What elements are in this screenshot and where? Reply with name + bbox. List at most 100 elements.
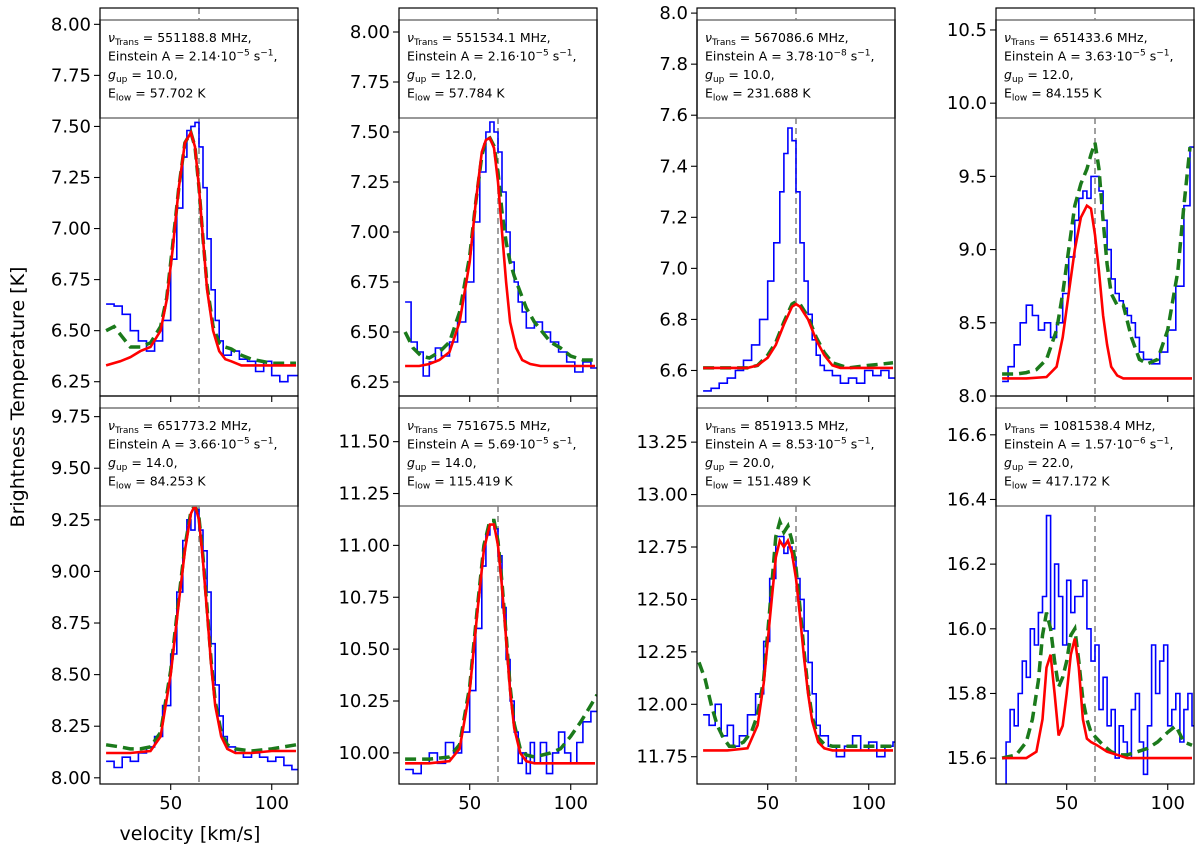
info-line-3-part: = 14.0, xyxy=(426,455,476,470)
y-tick-label: 12.75 xyxy=(636,537,688,558)
info-line-4-part: E xyxy=(108,86,116,101)
info-line-1: νTrans = 551188.8 MHz, xyxy=(108,30,252,48)
y-tick-label: 12.50 xyxy=(636,589,688,610)
y-axis-title: Brightness Temperature [K] xyxy=(7,267,29,528)
info-line-2-part: , xyxy=(274,437,278,452)
y-tick-label: 13.25 xyxy=(636,432,688,453)
y-tick-label: 8.5 xyxy=(958,313,987,334)
info-line-4: Elow = 84.155 K xyxy=(1004,86,1102,104)
y-tick-label: 16.2 xyxy=(947,554,987,575)
y-tick-label: 7.00 xyxy=(51,219,91,240)
info-line-2-part: Einstein A = 2.16·10 xyxy=(407,49,535,64)
info-line-1-part: = 567086.6 MHz, xyxy=(736,30,849,45)
info-line-3-part: g xyxy=(108,455,116,470)
info-line-2-part: Einstein A = 3.63·10 xyxy=(1004,49,1132,64)
info-line-4-part: low xyxy=(415,94,430,104)
info-line-4-part: low xyxy=(713,94,728,104)
info-line-4-part: E xyxy=(407,86,415,101)
info-line-1-part: Trans xyxy=(413,38,438,48)
y-tick-label: 10.75 xyxy=(338,587,390,608)
transition-info-box: νTrans = 567086.6 MHz,Einstein A = 3.78·… xyxy=(696,19,896,119)
info-line-1-part: ν xyxy=(1004,418,1011,433)
x-tick-label: 100 xyxy=(1151,793,1185,814)
subplot-5: νTrans = 651773.2 MHz,Einstein A = 3.66·… xyxy=(51,395,299,814)
y-tick-label: 6.75 xyxy=(350,272,390,293)
info-line-1-part: Trans xyxy=(114,426,139,436)
info-line-2-part: −5 xyxy=(236,49,249,59)
info-line-3-part: up xyxy=(713,463,725,473)
info-box-frame xyxy=(398,407,598,507)
info-line-3-part: = 20.0, xyxy=(724,455,774,470)
info-line-2-part: −1 xyxy=(1156,49,1169,59)
info-line-2-part: −1 xyxy=(559,49,572,59)
info-line-1-part: Trans xyxy=(1010,38,1035,48)
subplot-grid: νTrans = 551188.8 MHz,Einstein A = 2.14·… xyxy=(51,3,1195,814)
info-line-2-part: Einstein A = 2.14·10 xyxy=(108,49,236,64)
info-line-3-part: g xyxy=(705,455,713,470)
series-model-red xyxy=(703,537,893,752)
x-tick-label: 100 xyxy=(554,793,588,814)
y-tick-label: 9.0 xyxy=(958,240,987,261)
info-line-3: gup = 22.0, xyxy=(1004,455,1074,473)
info-line-2: Einstein A = 8.53·10−5 s−1, xyxy=(705,437,875,452)
plot-area xyxy=(105,396,298,784)
transition-info-box: νTrans = 551188.8 MHz,Einstein A = 2.14·… xyxy=(99,19,299,119)
info-line-2: Einstein A = 1.57·10−6 s−1, xyxy=(1004,437,1174,452)
info-line-2-part: −5 xyxy=(1132,49,1145,59)
y-tick-label: 7.75 xyxy=(51,65,91,86)
y-tick-label: 12.00 xyxy=(636,694,688,715)
info-line-4: Elow = 231.688 K xyxy=(705,86,811,104)
info-line-4-part: E xyxy=(705,474,713,489)
info-line-3-part: = 10.0, xyxy=(127,67,177,82)
info-line-4-part: E xyxy=(407,474,415,489)
info-line-4-part: = 57.702 K xyxy=(131,86,206,101)
info-line-3: gup = 14.0, xyxy=(407,455,477,473)
info-line-1: νTrans = 1081538.4 MHz, xyxy=(1004,418,1156,436)
series-model-red xyxy=(405,136,595,368)
info-line-4-part: = 417.172 K xyxy=(1027,474,1110,489)
info-line-1-part: ν xyxy=(407,418,414,433)
y-tick-label: 9.5 xyxy=(958,166,987,187)
info-line-1-part: Trans xyxy=(1010,426,1035,436)
info-line-2-part: s xyxy=(250,49,261,64)
y-tick-label: 6.6 xyxy=(659,360,688,381)
info-line-1-part: = 551188.8 MHz, xyxy=(139,30,252,45)
y-tick-label: 8.0 xyxy=(958,386,987,407)
x-tick-label: 100 xyxy=(852,793,886,814)
info-box-frame xyxy=(995,407,1195,507)
info-line-3-part: up xyxy=(415,75,427,85)
info-line-2-part: s xyxy=(847,49,858,64)
info-line-1-part: = 851913.5 MHz, xyxy=(736,418,849,433)
info-line-3-part: g xyxy=(1004,67,1012,82)
info-line-1-part: Trans xyxy=(711,426,736,436)
info-line-1-part: = 751675.5 MHz, xyxy=(438,418,551,433)
info-line-3: gup = 10.0, xyxy=(705,67,775,85)
y-tick-label: 11.25 xyxy=(338,484,390,505)
y-tick-label: 16.6 xyxy=(947,425,987,446)
info-line-1-part: = 1081538.4 MHz, xyxy=(1035,418,1156,433)
y-tick-label: 8.75 xyxy=(51,613,91,634)
info-line-4-part: = 231.688 K xyxy=(728,86,811,101)
info-line-1: νTrans = 651433.6 MHz, xyxy=(1004,30,1148,48)
y-tick-label: 7.75 xyxy=(350,72,390,93)
subplot-3: νTrans = 567086.6 MHz,Einstein A = 3.78·… xyxy=(659,3,896,402)
info-line-1-part: = 651773.2 MHz, xyxy=(139,418,252,433)
info-line-1: νTrans = 567086.6 MHz, xyxy=(705,30,849,48)
x-axis-title: velocity [km/s] xyxy=(120,823,261,845)
info-line-1-part: ν xyxy=(705,418,712,433)
subplot-7: νTrans = 851913.5 MHz, Einstein A = 8.53·… xyxy=(636,395,896,814)
series-observed xyxy=(703,127,895,392)
info-line-3: gup = 20.0, xyxy=(705,455,775,473)
info-line-4: Elow = 84.253 K xyxy=(108,474,206,492)
info-line-2-part: s xyxy=(549,437,560,452)
info-box-frame xyxy=(696,407,896,507)
info-line-2-part: s xyxy=(847,437,858,452)
info-line-3-part: g xyxy=(407,455,415,470)
axes-frame xyxy=(995,395,1195,785)
y-tick-label: 6.50 xyxy=(350,322,390,343)
info-line-3-part: up xyxy=(116,75,128,85)
y-tick-label: 11.50 xyxy=(338,432,390,453)
info-line-3-part: = 10.0, xyxy=(724,67,774,82)
y-tick-label: 10.25 xyxy=(338,691,390,712)
y-tick-label: 9.00 xyxy=(51,561,91,582)
